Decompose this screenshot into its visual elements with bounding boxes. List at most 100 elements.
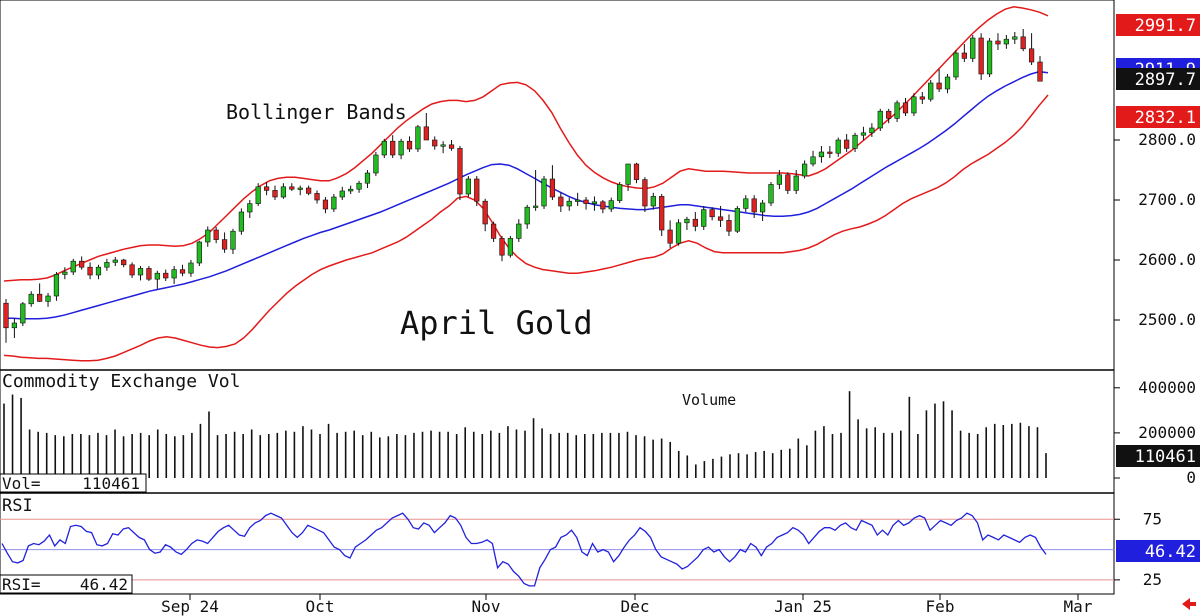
candle-body bbox=[835, 139, 841, 154]
candle-body bbox=[642, 179, 648, 207]
candle-body bbox=[1037, 61, 1043, 82]
candle-body bbox=[995, 40, 1001, 45]
candle-body bbox=[3, 302, 9, 329]
last-price-badge: 2897.7 bbox=[1116, 68, 1200, 90]
candle-body bbox=[331, 196, 337, 210]
candle-body bbox=[1028, 48, 1035, 63]
candle-body bbox=[179, 269, 186, 274]
x-tick-label: Mar bbox=[1064, 597, 1093, 616]
svg-text:2991.7: 2991.7 bbox=[1135, 16, 1196, 36]
candle-body bbox=[247, 203, 253, 213]
candle-body bbox=[53, 274, 60, 297]
candle-body bbox=[415, 126, 421, 150]
candle-body bbox=[356, 182, 362, 190]
x-tick-label: Jan 25 bbox=[774, 597, 832, 616]
volume-tick-label: 400000 bbox=[1138, 378, 1196, 397]
candle-body bbox=[785, 174, 791, 191]
candle-body bbox=[549, 178, 556, 198]
svg-text:2832.1: 2832.1 bbox=[1135, 108, 1196, 128]
candle-body bbox=[1020, 36, 1026, 50]
candle-body bbox=[625, 163, 631, 185]
candle-body bbox=[465, 178, 471, 195]
volume-readout-box bbox=[0, 473, 147, 493]
candle-body bbox=[591, 201, 598, 204]
candle-body bbox=[1012, 36, 1018, 40]
candle-body bbox=[617, 184, 623, 201]
candle-body bbox=[474, 178, 480, 202]
rsi-readout-value: 46.42 bbox=[80, 575, 128, 594]
candle-body bbox=[633, 163, 640, 180]
svg-text:46.42: 46.42 bbox=[1145, 542, 1196, 562]
candle-body bbox=[45, 295, 51, 302]
upper-bollinger-band-line bbox=[3, 6, 1049, 282]
x-tick-label: Sep 24 bbox=[161, 597, 219, 616]
rsi-series bbox=[0, 512, 1114, 587]
candle-body bbox=[751, 198, 757, 213]
candle-body bbox=[768, 184, 774, 204]
candle-body bbox=[793, 175, 799, 191]
volume-annotation: Volume bbox=[682, 391, 736, 409]
candle-body bbox=[104, 262, 110, 268]
candle-body bbox=[961, 52, 967, 59]
x-tick-label: Feb bbox=[926, 597, 955, 616]
candle-body bbox=[146, 268, 152, 280]
candle-body bbox=[163, 272, 169, 279]
svg-text:2897.7: 2897.7 bbox=[1135, 70, 1196, 90]
candle-body bbox=[692, 218, 698, 227]
candle-body bbox=[894, 102, 900, 119]
bollinger-bands-label: Bollinger Bands bbox=[226, 100, 407, 124]
candle-body bbox=[566, 200, 572, 207]
candle-body bbox=[600, 201, 606, 210]
volume-panel-label: Commodity Exchange Vol bbox=[2, 371, 240, 392]
candlestick-series bbox=[3, 29, 1043, 343]
candle-body bbox=[558, 196, 564, 207]
candle-body bbox=[869, 127, 875, 134]
candle-body bbox=[701, 209, 707, 227]
candle-body bbox=[490, 223, 497, 239]
chart-frame bbox=[0, 0, 1115, 595]
candle-body bbox=[717, 216, 724, 221]
candle-body bbox=[827, 151, 833, 154]
candle-body bbox=[726, 220, 732, 232]
candle-body bbox=[659, 196, 665, 231]
candle-body bbox=[844, 139, 850, 149]
candle-body bbox=[11, 322, 18, 329]
candle-body bbox=[129, 264, 135, 276]
candle-body bbox=[70, 260, 76, 273]
rsi-panel-label: RSI bbox=[2, 496, 33, 516]
candle-body bbox=[448, 144, 455, 149]
candle-body bbox=[272, 190, 278, 198]
candle-body bbox=[306, 187, 312, 194]
scroll-left-arrow-icon[interactable] bbox=[1182, 598, 1196, 610]
candle-body bbox=[877, 110, 883, 129]
candle-body bbox=[221, 239, 228, 250]
volume-readout-value: 110461 bbox=[82, 474, 140, 493]
candle-body bbox=[432, 139, 438, 147]
candle-body bbox=[684, 218, 690, 224]
candle-body bbox=[852, 134, 858, 149]
candle-body bbox=[953, 52, 959, 78]
candle-body bbox=[928, 82, 934, 100]
candle-body bbox=[743, 198, 749, 209]
candle-body bbox=[541, 178, 547, 207]
volume-bars bbox=[3, 391, 1047, 478]
candle-body bbox=[860, 132, 867, 136]
candle-body bbox=[112, 259, 118, 263]
volume-tick-label: 200000 bbox=[1138, 423, 1196, 442]
candle-body bbox=[87, 266, 93, 276]
candle-body bbox=[230, 230, 236, 250]
candle-body bbox=[978, 37, 984, 75]
candle-body bbox=[171, 269, 177, 279]
candle-body bbox=[364, 172, 371, 184]
candle-body bbox=[20, 303, 26, 324]
candle-body bbox=[986, 40, 993, 75]
candle-body bbox=[398, 140, 404, 156]
candle-body bbox=[524, 206, 530, 225]
candle-body bbox=[911, 96, 917, 114]
candle-body bbox=[79, 260, 85, 268]
rsi-readout-label: RSI= bbox=[2, 575, 41, 594]
candle-body bbox=[810, 156, 816, 165]
candle-body bbox=[759, 202, 766, 213]
candle-body bbox=[196, 241, 202, 264]
candle-body bbox=[322, 199, 329, 210]
